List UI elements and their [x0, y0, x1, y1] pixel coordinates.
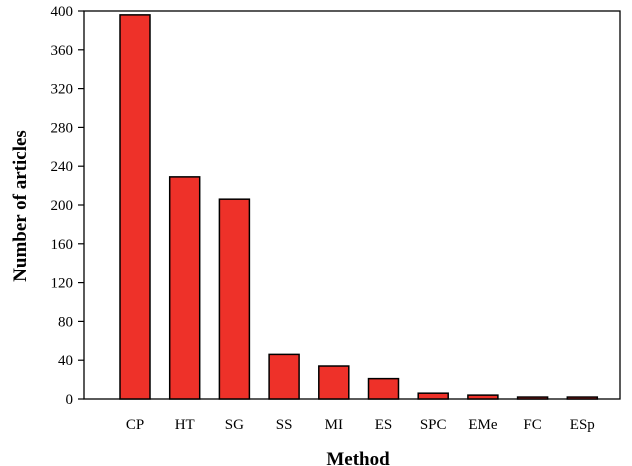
y-tick-label: 320	[51, 82, 74, 98]
bars	[119, 14, 599, 400]
bar-es	[367, 377, 400, 400]
y-axis: 0 40 80 120 160 200 240 280 320 360 400	[51, 4, 84, 408]
bar-esp	[566, 396, 599, 400]
y-tick-label: 400	[51, 4, 74, 20]
x-tick-label: ES	[375, 417, 393, 433]
plot-frame	[83, 10, 621, 400]
x-tick-label: CP	[126, 417, 144, 433]
y-tick-label: 200	[51, 198, 74, 214]
bar-ss	[268, 353, 300, 400]
y-tick-label: 280	[51, 120, 74, 136]
bar-ht	[168, 176, 201, 400]
y-tick-label: 360	[51, 43, 74, 59]
x-tick-label: HT	[175, 417, 195, 433]
y-tick-label: 120	[51, 276, 74, 292]
bar-sg	[218, 198, 251, 400]
x-axis-title: Method	[326, 449, 390, 466]
x-tick-label: ESp	[570, 417, 595, 433]
y-axis-title: Number of articles	[10, 130, 31, 282]
x-tick-label: MI	[325, 417, 343, 433]
x-tick-label: SS	[276, 417, 293, 433]
x-tick-label: EMe	[468, 417, 498, 433]
y-tick-label: 40	[58, 353, 73, 369]
x-tick-label: SG	[225, 417, 244, 433]
y-tick-label: 240	[51, 159, 74, 175]
bar-cp	[119, 14, 151, 400]
y-tick-label: 160	[51, 237, 74, 253]
y-tick-label: 80	[58, 314, 73, 330]
y-tick-label: 0	[66, 392, 74, 408]
bar-eme	[467, 394, 499, 400]
x-tick-label: SPC	[420, 417, 447, 433]
plot-area	[83, 10, 621, 400]
bar-mi	[318, 365, 350, 400]
x-axis: CP HT SG SS MI ES SPC EMe FC ESp	[126, 417, 595, 433]
bar-fc	[516, 396, 549, 400]
x-tick-label: FC	[523, 417, 541, 433]
bar-spc	[417, 392, 449, 400]
